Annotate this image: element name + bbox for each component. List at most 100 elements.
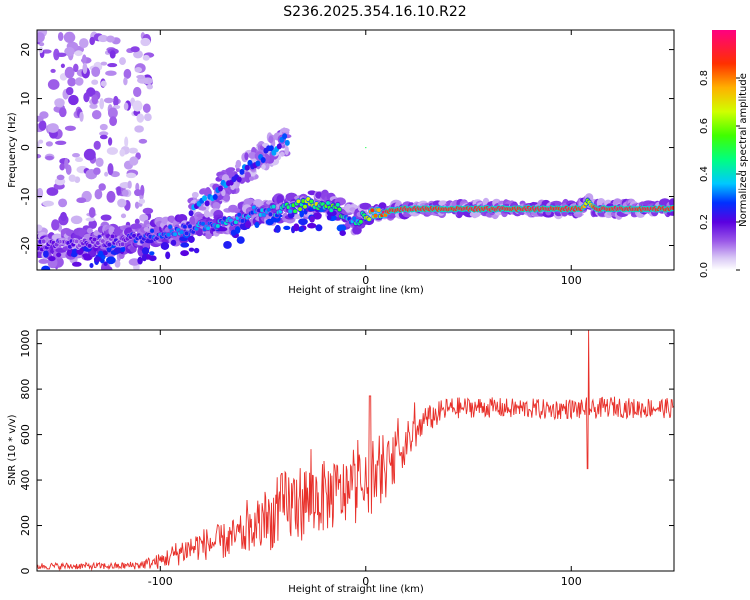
spectrogram-cell xyxy=(166,232,171,237)
spectrogram-cell xyxy=(365,147,367,149)
x-tick-label: -100 xyxy=(148,575,173,588)
spectrogram-cell xyxy=(88,207,96,218)
spectrogram-cell xyxy=(367,217,372,222)
spectrogram-cell xyxy=(104,171,109,177)
spectrogram-cell xyxy=(57,31,64,42)
spectrogram-cell xyxy=(128,147,138,154)
spectrogram-cell xyxy=(91,66,101,77)
spectrogram-cell xyxy=(230,229,237,236)
spectrogram-cell xyxy=(56,252,62,258)
spectrogram-cell xyxy=(191,191,199,198)
spectrogram-cell xyxy=(45,155,54,161)
spectrogram-cell xyxy=(99,97,105,110)
spectrogram-cell xyxy=(113,95,119,107)
spectrogram-cell xyxy=(58,198,68,208)
spectrogram-cell xyxy=(136,74,146,79)
spectrogram-cell xyxy=(315,224,323,232)
spectrogram-cell xyxy=(86,227,93,234)
y-tick-label: 400 xyxy=(19,470,32,491)
spectrogram-cell xyxy=(64,66,75,79)
spectrogram-cell xyxy=(79,111,84,122)
spectrogram-cell xyxy=(85,217,96,222)
spectrogram-cell xyxy=(107,163,114,176)
y-tick-label: 10 xyxy=(19,92,32,106)
spectrogram-cell xyxy=(240,218,245,223)
spectrogram-cell xyxy=(134,67,143,73)
spectrogram-cell xyxy=(93,256,101,263)
spectrogram-cell xyxy=(312,212,322,220)
spectrogram-cell xyxy=(70,215,83,225)
spectrogram-cell xyxy=(359,202,372,210)
spectrogram-cell xyxy=(138,138,148,144)
spectrogram-cell xyxy=(288,209,293,214)
y-tick-label: -10 xyxy=(19,188,32,206)
spectrogram-cell xyxy=(218,226,228,232)
spectrogram-y-ticks: -20 -10 0 10 20 xyxy=(19,43,674,254)
spectrogram-cell xyxy=(265,218,274,226)
spectrogram-cell xyxy=(261,164,266,170)
spectrogram-cell xyxy=(370,208,375,213)
spectrogram-cell xyxy=(268,145,274,152)
spectrogram-cell xyxy=(47,79,60,90)
spectrogram-cell xyxy=(149,251,155,256)
spectrogram-cell xyxy=(83,255,92,261)
colorbar-tick-label: 0.8 xyxy=(699,70,710,86)
spectrogram-cell xyxy=(230,184,236,191)
spectrogram-cell xyxy=(42,200,54,207)
spectrogram-cell xyxy=(125,172,137,179)
y-tick-label: 600 xyxy=(19,424,32,445)
snr-series-line xyxy=(37,330,674,571)
spectrogram-cell xyxy=(205,231,212,240)
colorbar-tick-label: 0.4 xyxy=(699,166,710,182)
spectrogram-cell xyxy=(76,197,87,204)
spectrogram-cell xyxy=(244,220,252,229)
spectrogram-cell xyxy=(236,176,242,183)
spectrogram-cell xyxy=(336,224,347,232)
spectrogram-cell xyxy=(666,211,674,216)
spectrogram-cell xyxy=(113,247,123,254)
spectrogram-cell xyxy=(107,137,113,146)
spectrogram-cell xyxy=(75,77,84,86)
spectrogram-cell xyxy=(83,148,96,161)
x-tick-label: 0 xyxy=(362,575,369,588)
y-tick-label: 1000 xyxy=(19,330,32,358)
colorbar: 0.0 0.2 0.4 0.6 0.8 Normalized spectral ampl… xyxy=(699,30,749,278)
spectrogram-x-label: Height of straight line (km) xyxy=(288,285,424,296)
spectrogram-cell xyxy=(235,167,240,173)
spectrogram-cell xyxy=(261,212,266,217)
spectrogram-cell xyxy=(37,32,45,43)
spectrogram-cell xyxy=(140,184,145,196)
spectrogram-cell xyxy=(134,201,140,209)
spectrogram-cell xyxy=(293,209,298,214)
spectrogram-cell xyxy=(235,159,242,168)
spectrogram-cell xyxy=(142,54,150,61)
x-tick-label: 100 xyxy=(561,575,582,588)
spectrogram-cell xyxy=(376,208,381,213)
spectrogram-cell xyxy=(140,37,151,47)
y-tick-label: 0 xyxy=(19,144,32,151)
spectrogram-cell xyxy=(150,228,155,233)
spectrogram-cell xyxy=(358,219,363,224)
spectrogram-cell xyxy=(70,252,78,258)
snr-frame xyxy=(36,329,675,572)
spectrogram-cell xyxy=(100,214,112,221)
snr-plot-area xyxy=(37,330,674,571)
spectrogram-cell xyxy=(146,84,153,90)
spectrogram-cell xyxy=(41,265,51,270)
y-tick-label: 20 xyxy=(19,43,32,57)
spectrogram-cell xyxy=(98,183,106,191)
colorbar-label: Normalized spectral amplitude xyxy=(738,73,749,227)
spectrogram-cell xyxy=(105,70,117,76)
spectrogram-x-ticks: -100 0 100 xyxy=(148,30,582,287)
spectrogram-cell xyxy=(120,242,125,247)
spectrogram-cell xyxy=(54,98,65,108)
spectrogram-cell xyxy=(106,190,116,203)
spectrogram-cell xyxy=(218,185,223,192)
spectrogram-cell xyxy=(50,68,56,73)
spectrogram-cell xyxy=(134,125,144,133)
spectrogram-cell xyxy=(671,205,674,210)
spectrogram-cell xyxy=(266,207,271,212)
spectrogram-cell xyxy=(123,77,128,86)
spectrogram-cell xyxy=(193,247,200,254)
